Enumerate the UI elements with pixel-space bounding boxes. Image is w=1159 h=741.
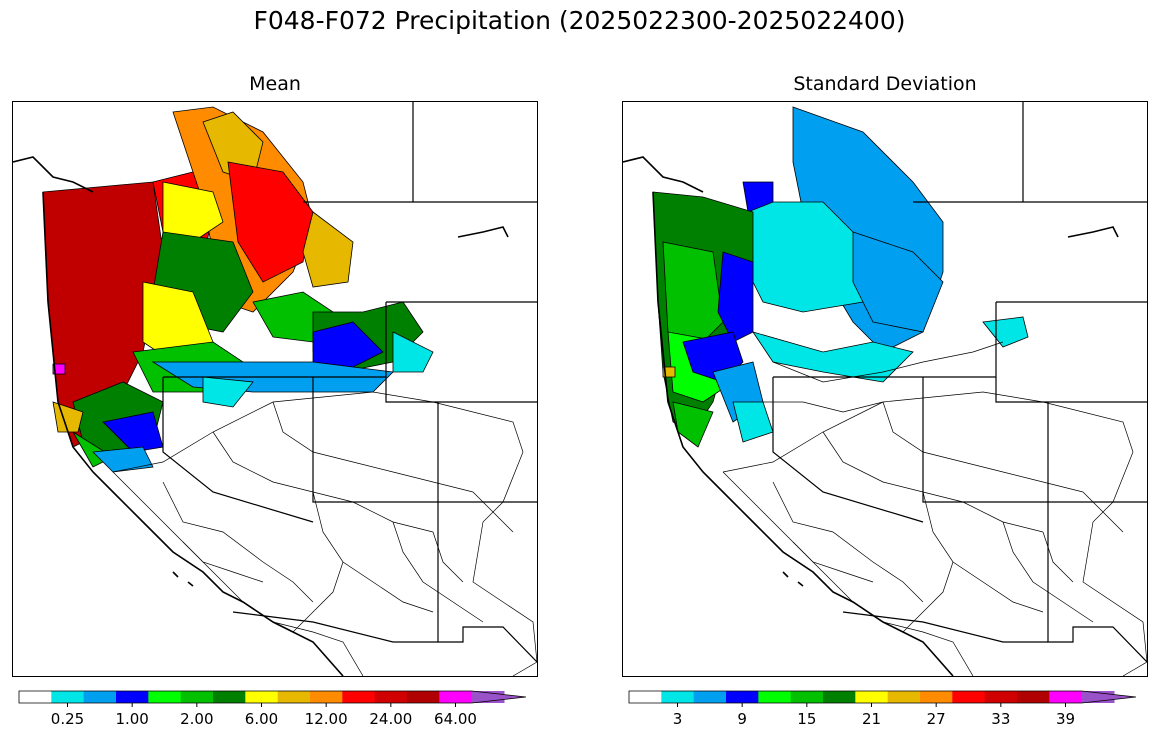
colorbar-swatch (245, 691, 279, 703)
colorbar-swatch (51, 691, 85, 703)
colorbar-tick-label: 15 (797, 710, 817, 728)
colorbar-extension (1081, 691, 1136, 703)
stddev-colorbar-canvas (628, 690, 1137, 707)
colorbar-swatch (693, 691, 727, 703)
colorbar-outline (18, 690, 527, 704)
mean-map (12, 101, 538, 677)
colorbar-swatch (148, 691, 182, 703)
colorbar-swatch (855, 691, 889, 703)
colorbar-swatch (661, 691, 695, 703)
colorbar-tick-label: 3 (672, 710, 683, 728)
colorbar-tick-label: 12.00 (304, 710, 348, 728)
colorbar-extension (471, 691, 526, 703)
colorbar-swatch (726, 691, 759, 703)
colorbar-swatch (823, 691, 856, 703)
colorbar-tick-label: 9 (737, 710, 747, 728)
colorbar-swatch (984, 691, 1018, 703)
colorbar-outline (628, 690, 1137, 704)
mean-colorbar (18, 688, 529, 707)
colorbar-swatch (920, 691, 953, 703)
mean-panel-title: Mean (249, 73, 301, 95)
stddev-colorbar (628, 688, 1139, 707)
colorbar-swatch (629, 691, 662, 703)
colorbar-tick-label: 2.00 (180, 710, 214, 728)
figure-title: F048-F072 Precipitation (2025022300-2025… (253, 6, 906, 35)
colorbar-swatch (116, 691, 149, 703)
colorbar-swatch (1049, 691, 1083, 703)
stddev-basin-outlines (722, 341, 1147, 676)
stddev-coastline (623, 156, 1119, 676)
stddev-colored-basins (652, 106, 1029, 448)
colorbar-swatch (83, 691, 117, 703)
colorbar-swatch (180, 691, 214, 703)
stddev-panel-title: Standard Deviation (793, 73, 977, 95)
colorbar-swatch (277, 691, 311, 703)
mean-coastline (13, 156, 509, 676)
colorbar-swatch (952, 691, 986, 703)
colorbar-tick-label: 33 (991, 710, 1011, 728)
stddev-state-borders (772, 102, 1147, 663)
colorbar-swatch (758, 691, 792, 703)
stddev-map (622, 101, 1148, 677)
mean-state-borders (162, 102, 537, 663)
colorbar-swatch (1017, 691, 1050, 703)
colorbar-swatch (19, 691, 52, 703)
mean-basin-outlines (112, 391, 537, 676)
colorbar-swatch (439, 691, 473, 703)
colorbar-tick-label: 39 (1055, 710, 1076, 728)
colorbar-swatch (374, 691, 408, 703)
colorbar-tick-label: 0.25 (50, 710, 85, 728)
colorbar-swatch (310, 691, 343, 703)
colorbar-tick-label: 27 (926, 710, 946, 728)
mean-map-canvas (13, 102, 537, 676)
colorbar-swatch (213, 691, 246, 703)
mean-colored-basins (42, 106, 434, 473)
colorbar-swatch (790, 691, 824, 703)
colorbar-tick-label: 6.00 (244, 710, 279, 728)
colorbar-swatch (407, 691, 440, 703)
colorbar-swatch (342, 691, 376, 703)
colorbar-swatch (887, 691, 921, 703)
stddev-map-canvas (623, 102, 1147, 676)
colorbar-tick-label: 21 (861, 710, 882, 728)
colorbar-tick-label: 64.00 (434, 710, 477, 728)
colorbar-tick-label: 24.00 (369, 710, 413, 728)
colorbar-tick-label: 1.00 (115, 710, 149, 728)
mean-colorbar-canvas (18, 690, 527, 707)
